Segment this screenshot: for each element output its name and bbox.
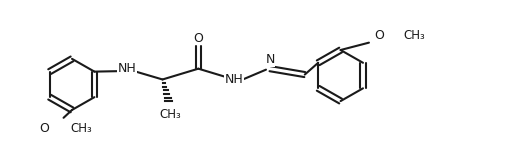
Text: CH₃: CH₃ [71,122,92,135]
Text: N: N [265,53,275,66]
Text: O: O [40,122,50,135]
Text: NH: NH [118,62,136,75]
Text: NH: NH [225,73,243,87]
Text: O: O [193,32,203,45]
Text: O: O [374,29,384,42]
Text: CH₃: CH₃ [404,29,425,42]
Text: CH₃: CH₃ [159,108,181,121]
